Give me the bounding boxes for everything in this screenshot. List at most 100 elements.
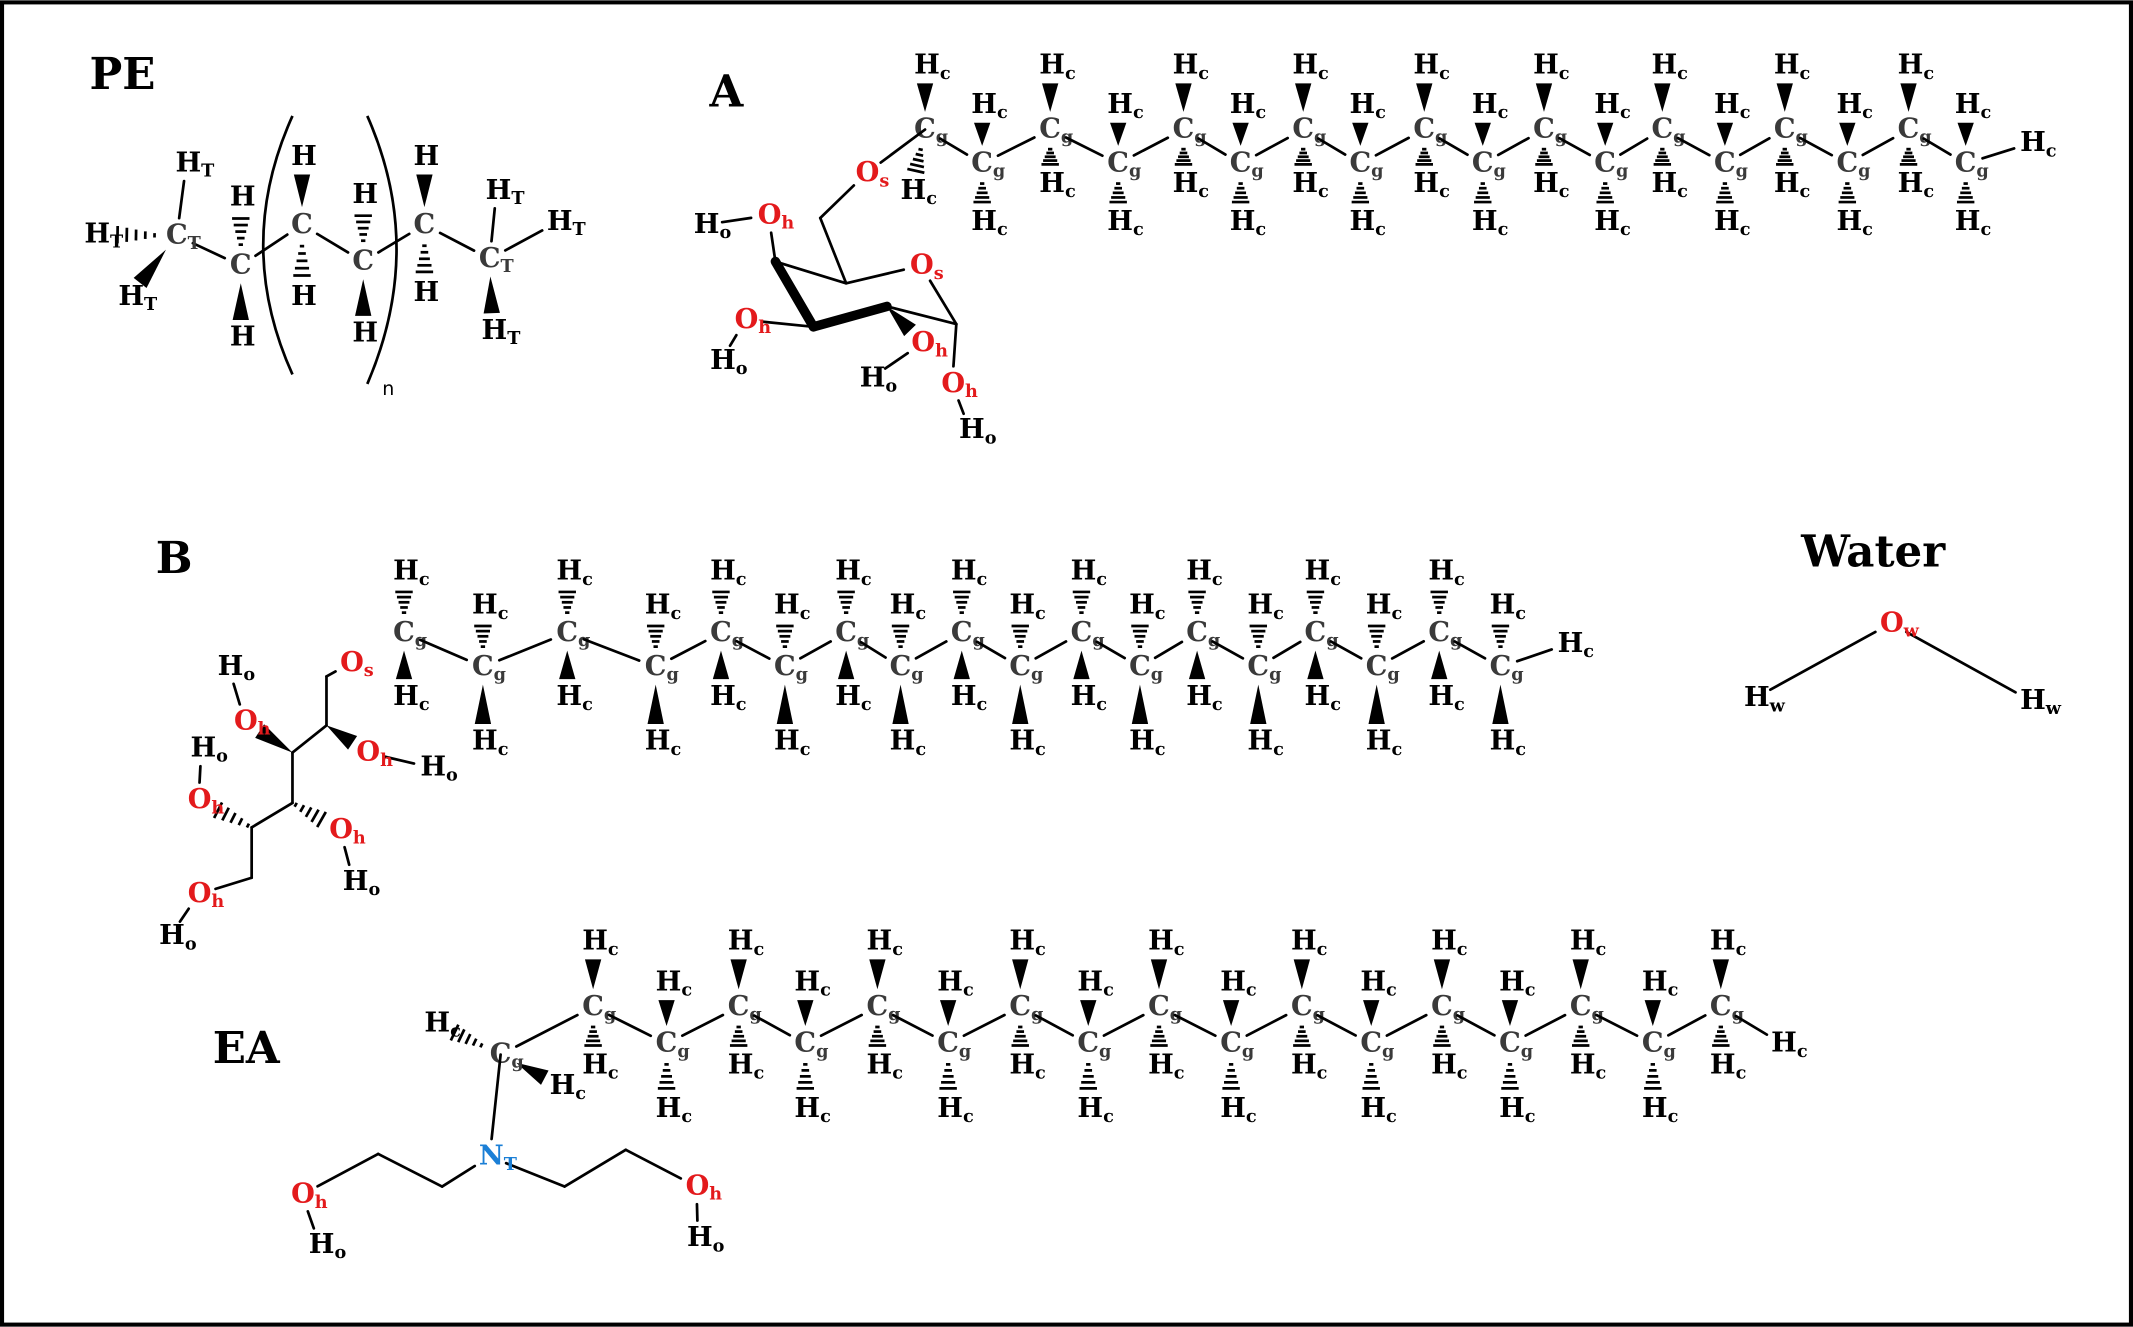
atom-symbol: H (1077, 965, 1103, 997)
bond (191, 241, 227, 260)
atom-symbol: H (1305, 554, 1331, 586)
hash-bond (293, 802, 298, 808)
atom-subscript: g (1251, 161, 1263, 182)
atom-label: Cg (1186, 615, 1220, 651)
atom-subscript: g (1919, 127, 1931, 148)
atom-label: Hc (1009, 924, 1045, 960)
atom-symbol: H (645, 588, 671, 620)
bond (438, 231, 476, 252)
atom-subscript: c (582, 569, 593, 590)
atom-label: C (352, 244, 374, 276)
atom-subscript: c (2046, 140, 2057, 161)
atom-label: Hc (1472, 205, 1508, 241)
atom-label: Oh (291, 1177, 328, 1213)
atom-symbol: H (556, 679, 582, 711)
atom-label: Oh (686, 1169, 723, 1205)
atom-subscript: c (1454, 694, 1465, 715)
wedge-bond (1712, 959, 1729, 990)
atom-label: Cg (1710, 989, 1744, 1025)
atom-label: Hc (1039, 166, 1075, 202)
atom-symbol: H (1898, 166, 1924, 198)
atom-symbol: C (166, 218, 188, 250)
atom-label: Hc (1291, 924, 1327, 960)
bond (254, 233, 289, 258)
atom-symbol: H (1292, 48, 1318, 80)
atom-label: Hc (1499, 965, 1535, 1001)
atom-label: Cg (1292, 112, 1326, 148)
atom-subscript: o (719, 222, 731, 243)
atom-label: Hc (1955, 205, 1991, 241)
atom-subscript: g (796, 664, 808, 685)
bond (1064, 136, 1104, 158)
bond (177, 179, 186, 220)
atom-symbol: H (352, 177, 378, 209)
atom-symbol: H (867, 1048, 893, 1080)
atom-symbol: H (1533, 166, 1559, 198)
atom-subscript: c (736, 569, 747, 590)
atom-subscript: c (1596, 939, 1607, 960)
atom-label: Hc (1077, 965, 1113, 1001)
atom-subscript: g (1555, 127, 1567, 148)
atom-symbol: H (1642, 1092, 1668, 1124)
atom-subscript: g (1858, 161, 1870, 182)
wedge-bond (1293, 959, 1310, 990)
atom-subscript: g (1387, 664, 1399, 685)
atom-symbol: H (1186, 554, 1212, 586)
atom-subscript: g (973, 630, 985, 651)
atom-subscript: T (110, 231, 123, 252)
bond (1738, 136, 1771, 157)
atom-label: Oh (941, 366, 978, 402)
wedge-bond (1250, 684, 1267, 725)
bond (1768, 630, 1877, 692)
atom-subscript: c (926, 188, 937, 209)
bond (1922, 137, 1952, 156)
atom-subscript: c (1677, 181, 1688, 202)
atom-label: Hc (582, 1048, 618, 1084)
atom-symbol: H (1472, 88, 1498, 120)
bond (774, 260, 848, 285)
atom-label: Cg (1077, 1026, 1111, 1062)
hash-bond (907, 167, 925, 175)
atom-symbol: C (971, 146, 993, 178)
atom-label: Hc (1247, 588, 1283, 624)
atom-label: Ho (420, 750, 458, 786)
atom-subscript: g (677, 1041, 689, 1062)
atom-symbol: H (1642, 965, 1668, 997)
atom-symbol: H (901, 173, 927, 205)
atom-label: Hc (656, 965, 692, 1001)
atom-label: Hw (2020, 683, 2062, 719)
bond (1595, 1013, 1639, 1038)
atom-symbol: C (656, 1026, 678, 1058)
atom-symbol: C (1710, 989, 1732, 1021)
atom-label: Hc (1220, 1092, 1256, 1128)
atom-label: Hc (1499, 1092, 1535, 1128)
atom-symbol: H (1955, 205, 1981, 237)
bond (885, 305, 958, 326)
atom-symbol: C (1428, 615, 1450, 647)
wedge-bond (416, 174, 433, 208)
atom-label: Hc (1366, 588, 1402, 624)
wedge-bond (869, 959, 886, 990)
wedge-bond (483, 276, 500, 314)
atom-symbol: H (1360, 965, 1386, 997)
atom-subscript: c (861, 569, 872, 590)
atom-subscript: c (1677, 63, 1688, 84)
title-ea: EA (213, 1023, 281, 1074)
atom-subscript: c (1065, 63, 1076, 84)
atom-subscript: g (1382, 1041, 1394, 1062)
atom-subscript: g (1371, 161, 1383, 182)
bond (377, 232, 411, 254)
atom-label: Hc (937, 965, 973, 1001)
bond (720, 216, 753, 224)
bond (291, 724, 328, 754)
atom-subscript: c (1375, 219, 1386, 240)
hash-bond (304, 806, 313, 818)
atom-subscript: c (1800, 63, 1811, 84)
atom-label: Oh (329, 813, 366, 849)
atom-label: Hc (1360, 1092, 1396, 1128)
atom-subscript: c (820, 980, 831, 1001)
atom-symbol: C (1413, 112, 1435, 144)
atom-subscript: c (963, 1106, 974, 1127)
atom-label: Hc (867, 1048, 903, 1084)
atom-subscript: c (915, 739, 926, 760)
